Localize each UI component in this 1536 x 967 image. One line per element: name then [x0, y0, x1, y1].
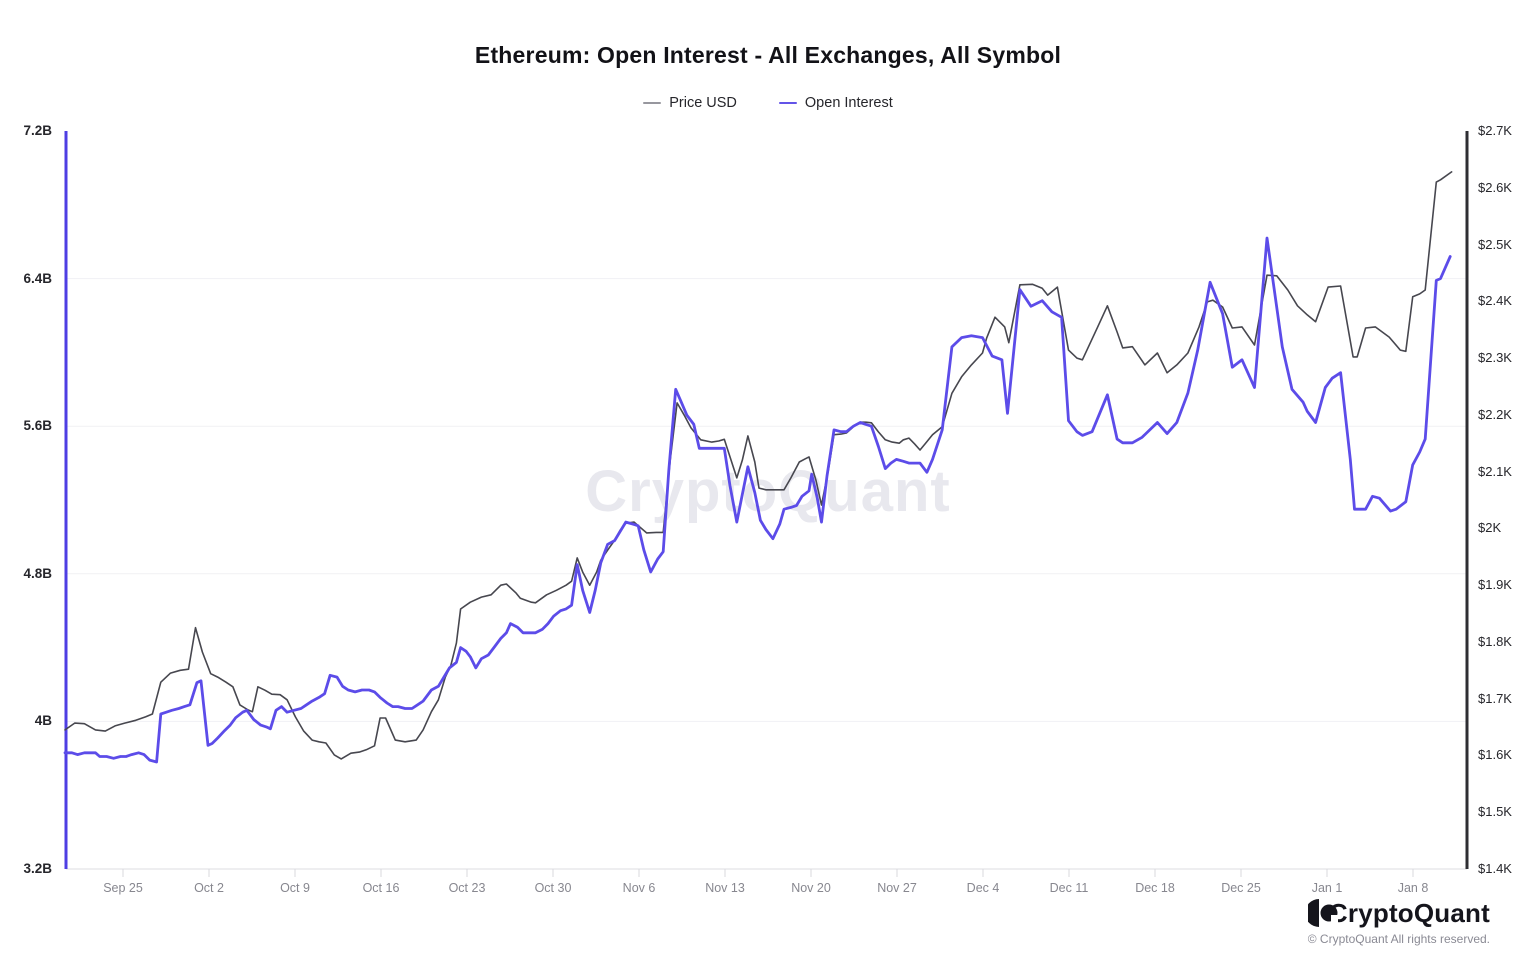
cryptoquant-logo-text: CryptoQuant — [1328, 898, 1490, 928]
x-axis-labels: Sep 25 Oct 2 Oct 9 Oct 16 Oct 23 Oct 30 Nov 6 N… — [0, 881, 1536, 901]
right-axis-tick-label: $2.7K — [1478, 123, 1512, 138]
right-axis-tick-label: $1.5K — [1478, 804, 1512, 820]
left-axis-tick-label: 3.2B — [23, 861, 52, 876]
left-y-axis-labels: 7.2B 6.4B 5.6B 4.8B 4B 3.2B — [0, 0, 52, 967]
x-axis-tick-label: Oct 9 — [280, 881, 310, 895]
right-axis-tick-label: $2.1K — [1478, 463, 1512, 479]
right-axis-tick-label: $1.6K — [1478, 747, 1512, 763]
x-axis-tick-label: Oct 23 — [448, 881, 486, 895]
right-axis-tick-label: $1.9K — [1478, 577, 1512, 593]
x-axis-tick-label: Oct 30 — [534, 881, 572, 895]
left-axis-tick-label: 5.6B — [23, 418, 52, 434]
open-interest-line-marker-icon — [778, 102, 797, 104]
x-axis-tick-label: Dec 11 — [1049, 881, 1089, 895]
page-title: Ethereum: Open Interest - All Exchanges,… — [474, 42, 1062, 68]
footer: CryptoQuant © CryptoQuant All rights res… — [1307, 898, 1490, 946]
right-axis-tick-label: $2.3K — [1478, 350, 1512, 366]
x-axis-tick-label: Oct 16 — [362, 881, 400, 895]
legend-item-price-usd[interactable]: Price USD — [643, 95, 737, 111]
x-axis-tick-label: Nov 20 — [791, 881, 831, 895]
right-axis-tick-label: $1.4K — [1478, 861, 1512, 876]
left-axis-tick-label: 6.4B — [23, 270, 52, 286]
open-interest-line — [63, 236, 1452, 764]
x-axis-tick-label: Nov 6 — [622, 881, 656, 895]
x-axis-tick-label: Nov 27 — [877, 881, 917, 895]
right-axis-tick-label: $2.4K — [1478, 293, 1512, 309]
right-axis-tick-label: $1.7K — [1478, 690, 1512, 706]
x-axis-tick-label: Dec 25 — [1221, 881, 1261, 895]
left-axis-tick-label: 4.8B — [23, 565, 52, 581]
x-axis-tick-label: Sep 25 — [103, 881, 143, 895]
price-line — [64, 171, 1453, 760]
cryptoquant-logo: CryptoQuant — [1307, 898, 1490, 929]
x-axis-tick-label: Jan 8 — [1397, 881, 1429, 895]
legend-item-open-interest[interactable]: Open Interest — [778, 95, 893, 111]
left-axis-tick-label: 7.2B — [23, 123, 52, 138]
legend-label-price-usd: Price USD — [669, 95, 737, 111]
chart-legend: Price USD Open Interest — [0, 95, 1536, 111]
right-y-axis-labels: $2.7K $2.6K $2.5K $2.4K $2.3K $2.2K $2.1K $2K $1… — [1478, 0, 1536, 967]
x-axis-tick-label: Jan 1 — [1311, 881, 1343, 895]
right-axis-tick-label: $2.5K — [1478, 236, 1512, 252]
right-axis-tick-label: $2.6K — [1478, 179, 1512, 195]
price-line-marker-icon — [643, 102, 662, 104]
cryptoquant-logo-icon — [1307, 899, 1338, 927]
x-axis-tick-label: Oct 2 — [194, 881, 224, 895]
right-axis-tick-label: $2.2K — [1478, 406, 1512, 422]
legend-label-open-interest: Open Interest — [804, 95, 893, 111]
copyright-text: © CryptoQuant All rights reserved. — [1307, 932, 1490, 946]
left-axis-tick-label: 4B — [34, 713, 52, 729]
x-axis-tick-label: Dec 18 — [1135, 881, 1175, 895]
right-axis-tick-label: $1.8K — [1478, 633, 1512, 649]
right-axis-tick-label: $2K — [1478, 520, 1502, 536]
x-axis-tick-label: Dec 4 — [966, 881, 1000, 895]
x-axis-tick-label: Nov 13 — [705, 881, 745, 895]
